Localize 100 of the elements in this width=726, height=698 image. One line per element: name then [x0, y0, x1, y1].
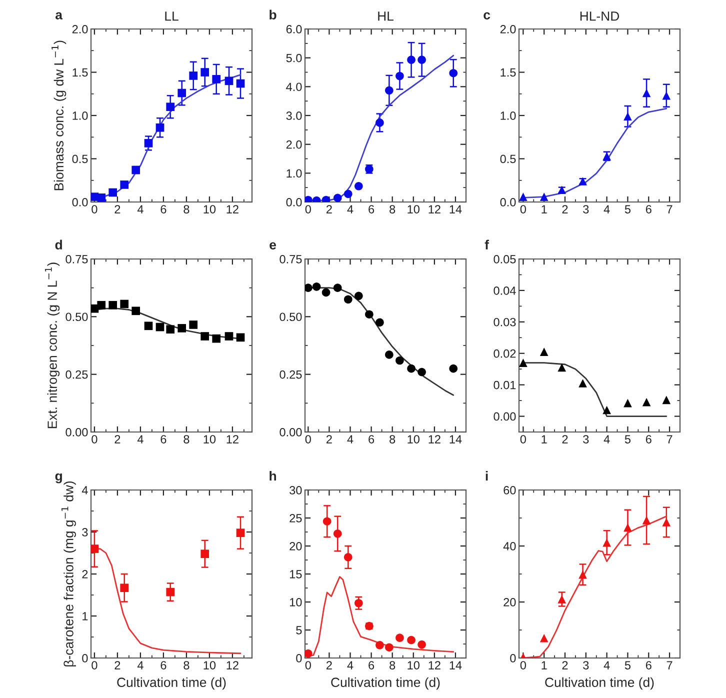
x-tick-label: 2	[562, 661, 568, 670]
point	[236, 79, 245, 88]
text: a	[56, 12, 63, 20]
x-tick-label: 0	[92, 205, 98, 214]
y-tick-label: 0.0	[500, 198, 516, 206]
x-tick-label: 12	[428, 205, 440, 214]
y-tick-label: 0.0	[286, 198, 302, 206]
point	[305, 284, 312, 292]
y-tick-label: 2.0	[500, 25, 516, 34]
y-tick-label: 4	[82, 486, 88, 494]
x-tick-label: 4	[137, 435, 144, 444]
y-tick-label: 2.0	[286, 140, 302, 149]
y-tick-label: 30	[290, 486, 302, 494]
y-tick-label: 0.75	[66, 255, 88, 264]
point	[662, 396, 671, 404]
x-axis-title: Cultivation time (d)	[117, 677, 226, 690]
point	[224, 332, 234, 340]
x-tick-label: 8	[390, 661, 396, 670]
point	[97, 300, 106, 310]
point	[91, 544, 99, 553]
x-tick-label: 4	[604, 205, 610, 214]
point	[120, 180, 129, 189]
point	[305, 649, 312, 658]
point	[540, 192, 548, 201]
point	[354, 292, 363, 300]
point	[642, 516, 651, 524]
x-tick-label: 8	[184, 661, 190, 670]
x-tick-label: 0	[520, 205, 526, 214]
chart-title: HL-ND	[580, 12, 620, 21]
point	[385, 86, 394, 95]
x-tick-label: 1	[542, 435, 547, 444]
point	[178, 324, 186, 332]
x-tick-label: 12	[226, 661, 238, 670]
point	[407, 636, 416, 644]
y-tick-label: 0.0	[72, 198, 88, 206]
y-tick-label: 3.0	[286, 112, 302, 120]
x-tick-label: 0	[305, 661, 311, 670]
x-tick-label: 10	[408, 435, 420, 444]
x-tick-label: 2	[114, 435, 120, 444]
point	[407, 364, 416, 373]
y-tick-label: 1.0	[500, 112, 516, 120]
point	[519, 192, 528, 201]
y-tick-label: 1.0	[286, 169, 302, 178]
point	[558, 363, 566, 372]
text: h	[270, 470, 276, 481]
x-tick-label: 5	[624, 661, 631, 670]
point	[212, 75, 221, 84]
point	[396, 72, 404, 80]
point	[376, 640, 384, 650]
x-tick-label: 2	[562, 205, 568, 214]
x-tick-label: 5	[624, 435, 631, 444]
x-tick-label: 2	[326, 435, 332, 444]
x-tick-label: 0	[92, 435, 98, 444]
point	[449, 68, 458, 78]
x-tick-label: 10	[408, 661, 420, 670]
x-tick-label: 10	[204, 205, 216, 214]
x-tick-label: 10	[408, 205, 420, 214]
y-tick-label: 1.5	[72, 68, 88, 77]
point	[156, 123, 164, 132]
point	[344, 295, 352, 304]
point	[396, 634, 404, 642]
y-tick-label: 0	[82, 654, 88, 662]
x-tick-label: 12	[226, 435, 238, 444]
point	[132, 306, 140, 316]
y-tick-label: 15	[290, 570, 302, 578]
x-tick-label: 4	[347, 661, 354, 670]
x-axis-title: Cultivation time (d)	[331, 677, 440, 690]
point	[642, 88, 651, 98]
point	[624, 112, 632, 121]
y-tick-label: 1.0	[72, 112, 88, 120]
x-tick-label: 7	[666, 661, 672, 670]
point	[344, 553, 352, 562]
text: b	[270, 10, 276, 20]
point	[144, 139, 153, 148]
y-tick-label: 0.5	[500, 154, 516, 164]
point	[322, 517, 332, 526]
point	[344, 190, 352, 198]
text: i	[486, 470, 488, 481]
y-tick-label: 40	[503, 542, 516, 550]
x-tick-label: 4	[347, 205, 354, 214]
x-tick-label: 14	[450, 205, 462, 214]
point	[418, 368, 426, 376]
x-tick-label: 2	[114, 661, 120, 670]
x-tick-label: 4	[604, 661, 610, 670]
x-tick-label: 6	[160, 661, 166, 670]
point	[449, 364, 458, 373]
x-tick-label: 0	[92, 661, 98, 670]
y-tick-label: 20	[504, 598, 516, 606]
y-tick-label: 1.5	[500, 68, 516, 77]
x-tick-label: 12	[428, 661, 440, 670]
x-tick-label: 1	[542, 205, 547, 214]
y-tick-label: 0.50	[280, 312, 302, 322]
x-tick-label: 1	[542, 661, 547, 670]
y-tick-label: 1	[82, 612, 88, 620]
point	[385, 350, 394, 359]
x-tick-label: 6	[160, 205, 166, 214]
y-tick-label: 0	[296, 654, 302, 662]
y-tick-label: 2.0	[72, 25, 88, 34]
point	[236, 528, 245, 538]
y-tick-label: 0.01	[494, 380, 516, 390]
